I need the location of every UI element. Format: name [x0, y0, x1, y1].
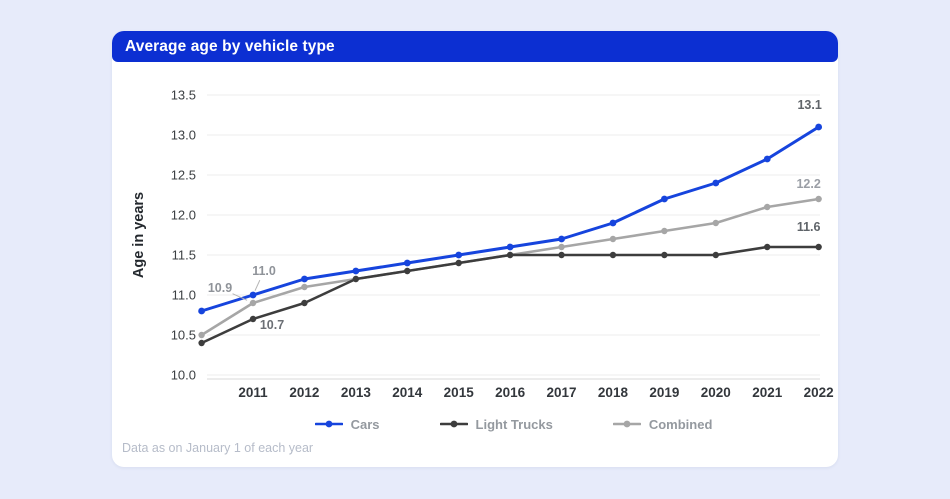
data-point-light-trucks-2021[interactable] [764, 243, 771, 251]
y-tick-label: 11.5 [172, 248, 196, 263]
data-point-cars-2014[interactable] [403, 259, 411, 267]
data-point-cars-2016[interactable] [506, 243, 514, 251]
data-point-combined-2011[interactable] [249, 299, 257, 307]
data-point-light-trucks-2022[interactable] [815, 243, 822, 251]
annotation-13-1: 13.1 [797, 98, 821, 112]
data-point-cars-2019[interactable] [660, 195, 668, 203]
x-tick-label: 2017 [547, 385, 577, 400]
data-point-light-trucks-2020[interactable] [712, 251, 719, 259]
x-tick-label: 2020 [701, 385, 731, 400]
legend-marker-icon [439, 420, 468, 428]
data-point-cars-2017[interactable] [558, 235, 565, 243]
x-tick-label: 2014 [392, 385, 423, 400]
data-point-combined-2018[interactable] [609, 235, 617, 243]
data-point-cars-2021[interactable] [763, 155, 771, 163]
legend-item-combined[interactable]: Combined [612, 416, 713, 432]
annotation-11-0: 11.0 [252, 264, 276, 278]
legend-item-cars[interactable]: Cars [314, 416, 380, 432]
x-tick-label: 2019 [649, 385, 679, 400]
data-point-combined-2010[interactable] [198, 331, 205, 339]
chart-card: Average age by vehicle type Cars Light Tr… [112, 31, 838, 467]
annotation-12-2: 12.2 [796, 177, 820, 191]
data-point-cars-2010[interactable] [198, 307, 206, 315]
annotation-10-9: 10.9 [208, 281, 232, 295]
footer-note: Data as on January 1 of each year [122, 441, 314, 455]
data-point-light-trucks-2018[interactable] [609, 251, 617, 259]
data-point-light-trucks-2017[interactable] [558, 251, 565, 259]
data-point-cars-2015[interactable] [455, 251, 463, 259]
x-tick-label: 2013 [341, 385, 372, 400]
y-tick-label: 13.5 [171, 88, 196, 103]
chart-legend: Cars Light Trucks Combined [207, 413, 820, 435]
y-tick-label: 10.0 [171, 368, 196, 383]
data-point-light-trucks-2019[interactable] [661, 251, 668, 259]
data-point-cars-2011[interactable] [249, 291, 257, 299]
y-axis-title: Age in years [131, 192, 147, 278]
data-point-light-trucks-2015[interactable] [455, 259, 462, 267]
x-tick-label: 2015 [444, 385, 475, 400]
data-point-light-trucks-2010[interactable] [198, 339, 205, 347]
legend-label: Combined [648, 416, 713, 432]
data-point-cars-2013[interactable] [352, 267, 360, 275]
legend-marker-icon [314, 420, 343, 428]
annotation-10-7: 10.7 [260, 318, 284, 332]
data-point-combined-2022[interactable] [815, 195, 822, 203]
annotation-11-6: 11.6 [797, 220, 821, 234]
data-point-cars-2018[interactable] [609, 219, 617, 227]
data-point-combined-2012[interactable] [301, 283, 308, 291]
x-tick-label: 2018 [598, 385, 629, 400]
data-point-light-trucks-2011[interactable] [249, 315, 257, 323]
series-line-combined[interactable] [200, 197, 820, 337]
x-tick-label: 2012 [289, 385, 319, 400]
x-tick-label: 2011 [238, 385, 268, 400]
data-point-combined-2017[interactable] [558, 243, 565, 251]
y-tick-label: 13.0 [171, 128, 196, 143]
data-point-combined-2021[interactable] [764, 203, 771, 211]
y-tick-label: 10.5 [171, 328, 196, 343]
data-point-light-trucks-2013[interactable] [352, 275, 360, 283]
legend-label: Light Trucks [475, 416, 553, 432]
y-tick-label: 12.5 [171, 168, 196, 183]
y-tick-label: 11.0 [172, 288, 196, 303]
data-point-combined-2019[interactable] [661, 227, 668, 235]
chart-title-bar: Average age by vehicle type [112, 31, 838, 62]
legend-marker-icon [612, 420, 641, 428]
data-point-cars-2022[interactable] [815, 123, 823, 131]
data-point-cars-2020[interactable] [712, 179, 720, 187]
data-point-light-trucks-2014[interactable] [404, 267, 411, 275]
y-tick-label: 12.0 [171, 208, 196, 223]
legend-item-light-trucks[interactable]: Light Trucks [439, 416, 553, 432]
data-point-combined-2020[interactable] [712, 219, 719, 227]
x-tick-label: 2021 [752, 385, 783, 400]
legend-label: Cars [350, 416, 380, 432]
x-tick-label: 2016 [495, 385, 526, 400]
data-point-cars-2012[interactable] [301, 275, 308, 283]
annotation-leader [254, 279, 261, 291]
annotation-leader [232, 293, 248, 301]
data-point-light-trucks-2016[interactable] [506, 251, 514, 259]
data-point-light-trucks-2012[interactable] [301, 299, 308, 307]
chart-title: Average age by vehicle type [125, 37, 335, 55]
x-tick-label: 2022 [804, 385, 834, 400]
